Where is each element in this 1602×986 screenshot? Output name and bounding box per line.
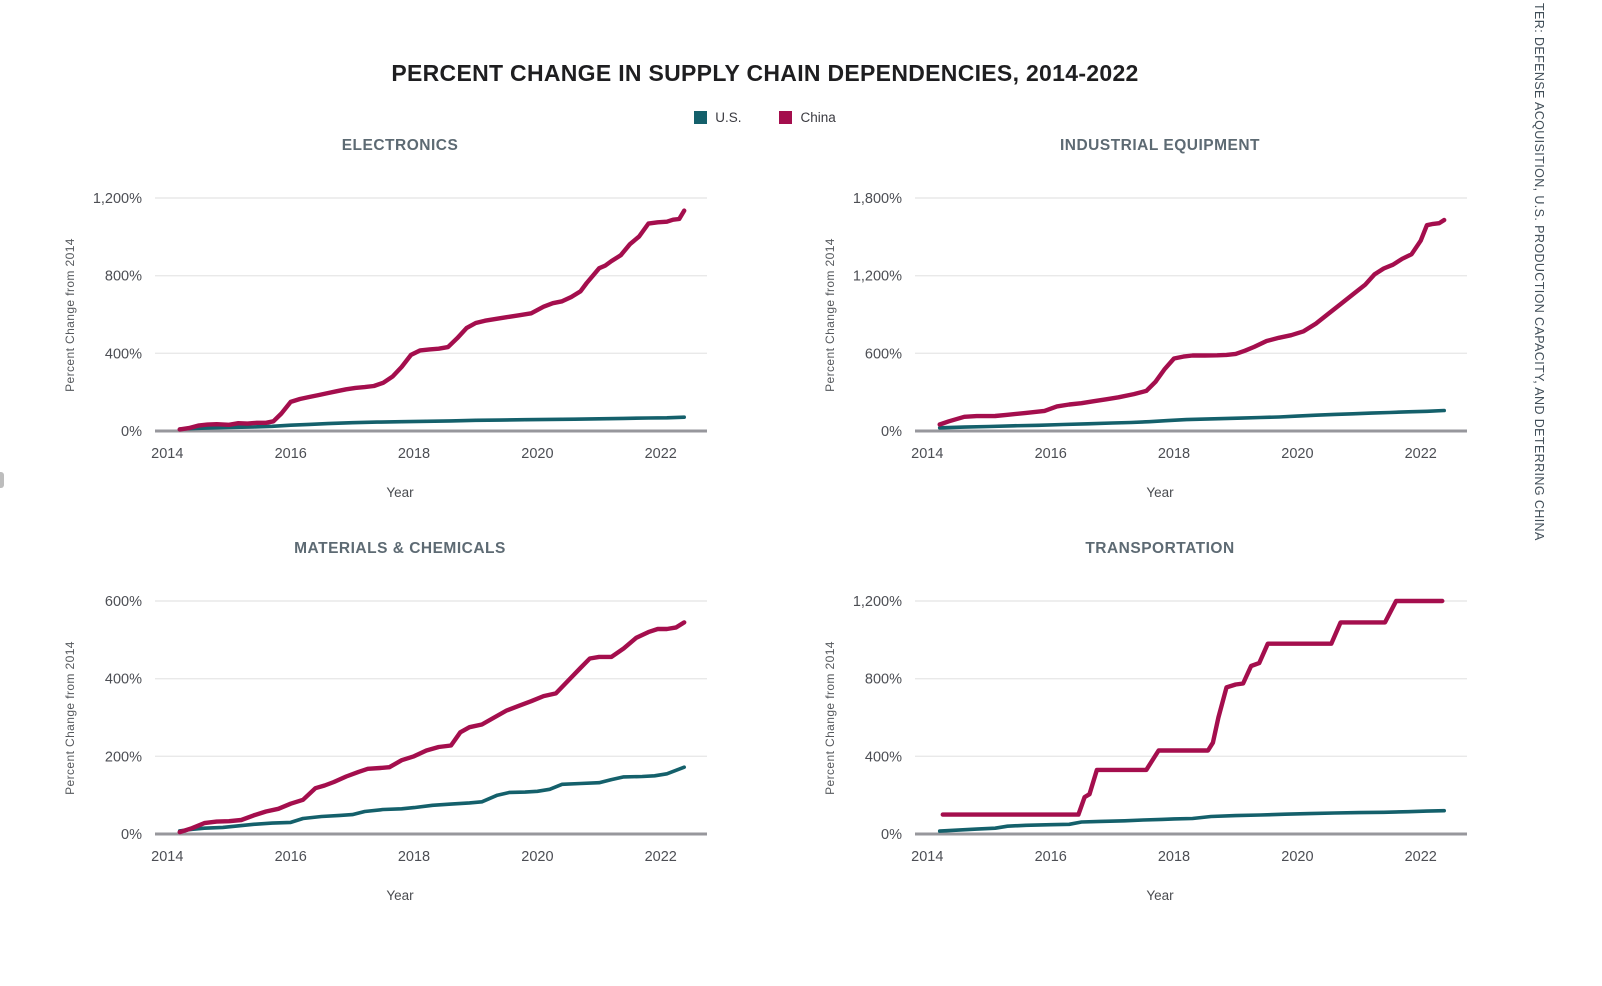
x-axis-label-transportation: Year [1146,888,1174,903]
svg-text:2022: 2022 [1405,849,1437,865]
svg-text:600%: 600% [105,594,142,610]
svg-text:800%: 800% [865,672,902,688]
svg-text:400%: 400% [105,672,142,688]
svg-text:2020: 2020 [521,446,553,462]
chart-electronics: ELECTRONICS Percent Change from 2014 0% 4… [50,135,750,517]
svg-text:2014: 2014 [151,446,183,462]
svg-text:1,200%: 1,200% [93,191,142,207]
svg-text:400%: 400% [105,346,142,362]
svg-text:2016: 2016 [275,849,307,865]
svg-text:800%: 800% [105,269,142,285]
svg-text:0%: 0% [881,424,902,440]
svg-text:2016: 2016 [275,446,307,462]
chart-materials-chemicals: MATERIALS & CHEMICALS Percent Change fro… [50,538,750,920]
transportation-plot: 0% 400% 800% 1,200% 2014 2016 2018 2020 2022 [853,594,1467,865]
svg-text:2018: 2018 [1158,849,1190,865]
electronics-plot: 0% 400% 800% 1,200% 2014 2016 2018 2020 2022 [93,191,707,462]
svg-text:0%: 0% [121,827,142,843]
chart-title-transportation: TRANSPORTATION [1085,540,1235,557]
page-title: PERCENT CHANGE IN SUPPLY CHAIN DEPENDENC… [391,60,1139,86]
svg-text:600%: 600% [865,346,902,362]
svg-text:2020: 2020 [1281,849,1313,865]
legend-item-china[interactable]: China [779,110,836,125]
chart-title-electronics: ELECTRONICS [341,137,459,154]
svg-text:2016: 2016 [1035,446,1067,462]
svg-text:0%: 0% [121,424,142,440]
legend-label-us: U.S. [715,110,742,125]
svg-text:2020: 2020 [1281,446,1313,462]
x-axis-label-industrial-equipment: Year [1146,485,1174,500]
svg-text:400%: 400% [865,749,902,765]
chart-transportation: TRANSPORTATION Percent Change from 2014 … [810,538,1510,920]
materials-chemicals-plot: 0% 200% 400% 600% 2014 2016 2018 2020 2022 [105,594,707,865]
industrial-equipment-plot: 0% 600% 1,200% 1,800% 2014 2016 2018 2020 2022 [853,191,1467,462]
svg-text:2022: 2022 [645,849,677,865]
chart-title-industrial-equipment: INDUSTRIAL EQUIPMENT [1059,137,1261,154]
chart-legend: U.S. China [0,110,1530,125]
svg-text:1,200%: 1,200% [853,594,902,610]
china-color-swatch-icon [779,111,793,124]
svg-text:0%: 0% [881,827,902,843]
left-edge-cropped-mark [0,472,4,488]
svg-text:200%: 200% [105,749,142,765]
svg-text:2018: 2018 [1158,446,1190,462]
svg-text:2014: 2014 [911,446,943,462]
us-color-swatch-icon [694,111,708,124]
svg-text:2020: 2020 [521,849,553,865]
page-edge-vertical-text: TER: DEFENSE ACQUISITION, U.S. PRODUCTIO… [1532,3,1546,541]
svg-text:2018: 2018 [398,446,430,462]
svg-text:2018: 2018 [398,849,430,865]
chart-title-materials-chemicals: MATERIALS & CHEMICALS [294,540,506,557]
legend-label-china: China [800,110,836,125]
x-axis-label-electronics: Year [386,485,414,500]
svg-text:2016: 2016 [1035,849,1067,865]
chart-industrial-equipment: INDUSTRIAL EQUIPMENT Percent Change from… [810,135,1510,517]
svg-text:2014: 2014 [911,849,943,865]
svg-text:1,800%: 1,800% [853,191,902,207]
svg-text:2022: 2022 [645,446,677,462]
svg-text:1,200%: 1,200% [853,269,902,285]
legend-item-us[interactable]: U.S. [694,110,741,125]
svg-text:2014: 2014 [151,849,183,865]
x-axis-label-materials-chemicals: Year [386,888,414,903]
svg-text:2022: 2022 [1405,446,1437,462]
